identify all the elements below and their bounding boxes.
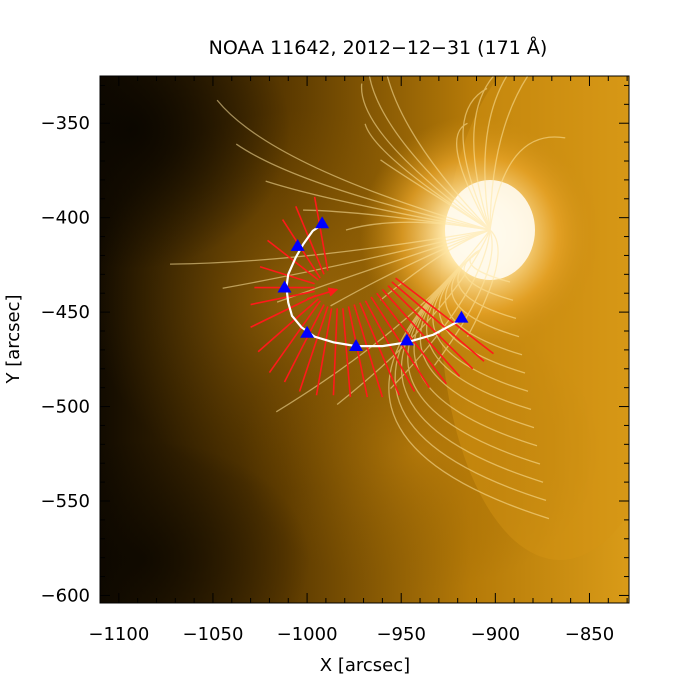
slit-line bbox=[391, 281, 485, 362]
slit-line bbox=[387, 285, 474, 370]
y-tick-label: −600 bbox=[41, 585, 90, 606]
chart-title: NOAA 11642, 2012−12−31 (171 Å) bbox=[209, 36, 548, 59]
slit-line bbox=[313, 196, 329, 271]
y-tick-label: −550 bbox=[41, 491, 90, 512]
slit-line bbox=[267, 239, 319, 281]
slit-line bbox=[353, 304, 384, 398]
slit-line bbox=[315, 308, 333, 396]
x-tick-label: −1100 bbox=[88, 624, 149, 645]
slit-arrow bbox=[306, 287, 339, 300]
x-tick-label: −1050 bbox=[183, 624, 244, 645]
x-tick-label: −900 bbox=[471, 624, 520, 645]
loop-marker bbox=[349, 339, 364, 352]
slit-line bbox=[250, 294, 317, 328]
slit-line bbox=[283, 304, 325, 383]
overlay-layer bbox=[250, 196, 494, 398]
x-tick-label: −950 bbox=[376, 624, 425, 645]
slit-line bbox=[376, 292, 448, 385]
loop-marker bbox=[454, 310, 469, 323]
x-tick-label: −1000 bbox=[277, 624, 338, 645]
slit-line bbox=[268, 300, 321, 374]
slit-line bbox=[395, 277, 494, 355]
solar-euv-image bbox=[100, 76, 629, 603]
x-tick-label: −850 bbox=[565, 624, 614, 645]
loop-marker bbox=[290, 239, 305, 251]
loop-marker bbox=[277, 280, 292, 293]
slit-line bbox=[332, 308, 339, 396]
slit-line bbox=[298, 306, 329, 392]
axis-ticks bbox=[99, 76, 629, 603]
loop-marker bbox=[300, 325, 315, 338]
y-tick-label: −350 bbox=[41, 113, 90, 134]
slit-line bbox=[257, 298, 319, 353]
y-tick-label: −500 bbox=[41, 397, 90, 418]
loop-marker bbox=[315, 216, 330, 229]
loop-marker bbox=[399, 333, 414, 346]
slit-line bbox=[347, 306, 369, 398]
slit-line bbox=[381, 288, 461, 377]
slit-line bbox=[342, 308, 352, 398]
x-axis-title: X [arcsec] bbox=[320, 655, 410, 676]
slit-line bbox=[364, 300, 416, 392]
y-tick-label: −450 bbox=[41, 302, 90, 323]
slit-line bbox=[295, 206, 325, 275]
slit-line bbox=[250, 290, 315, 306]
y-axis-title: Y [arcsec] bbox=[3, 294, 24, 384]
plot-frame bbox=[99, 75, 630, 604]
slit-line bbox=[359, 302, 401, 396]
y-tick-label: −400 bbox=[41, 208, 90, 229]
